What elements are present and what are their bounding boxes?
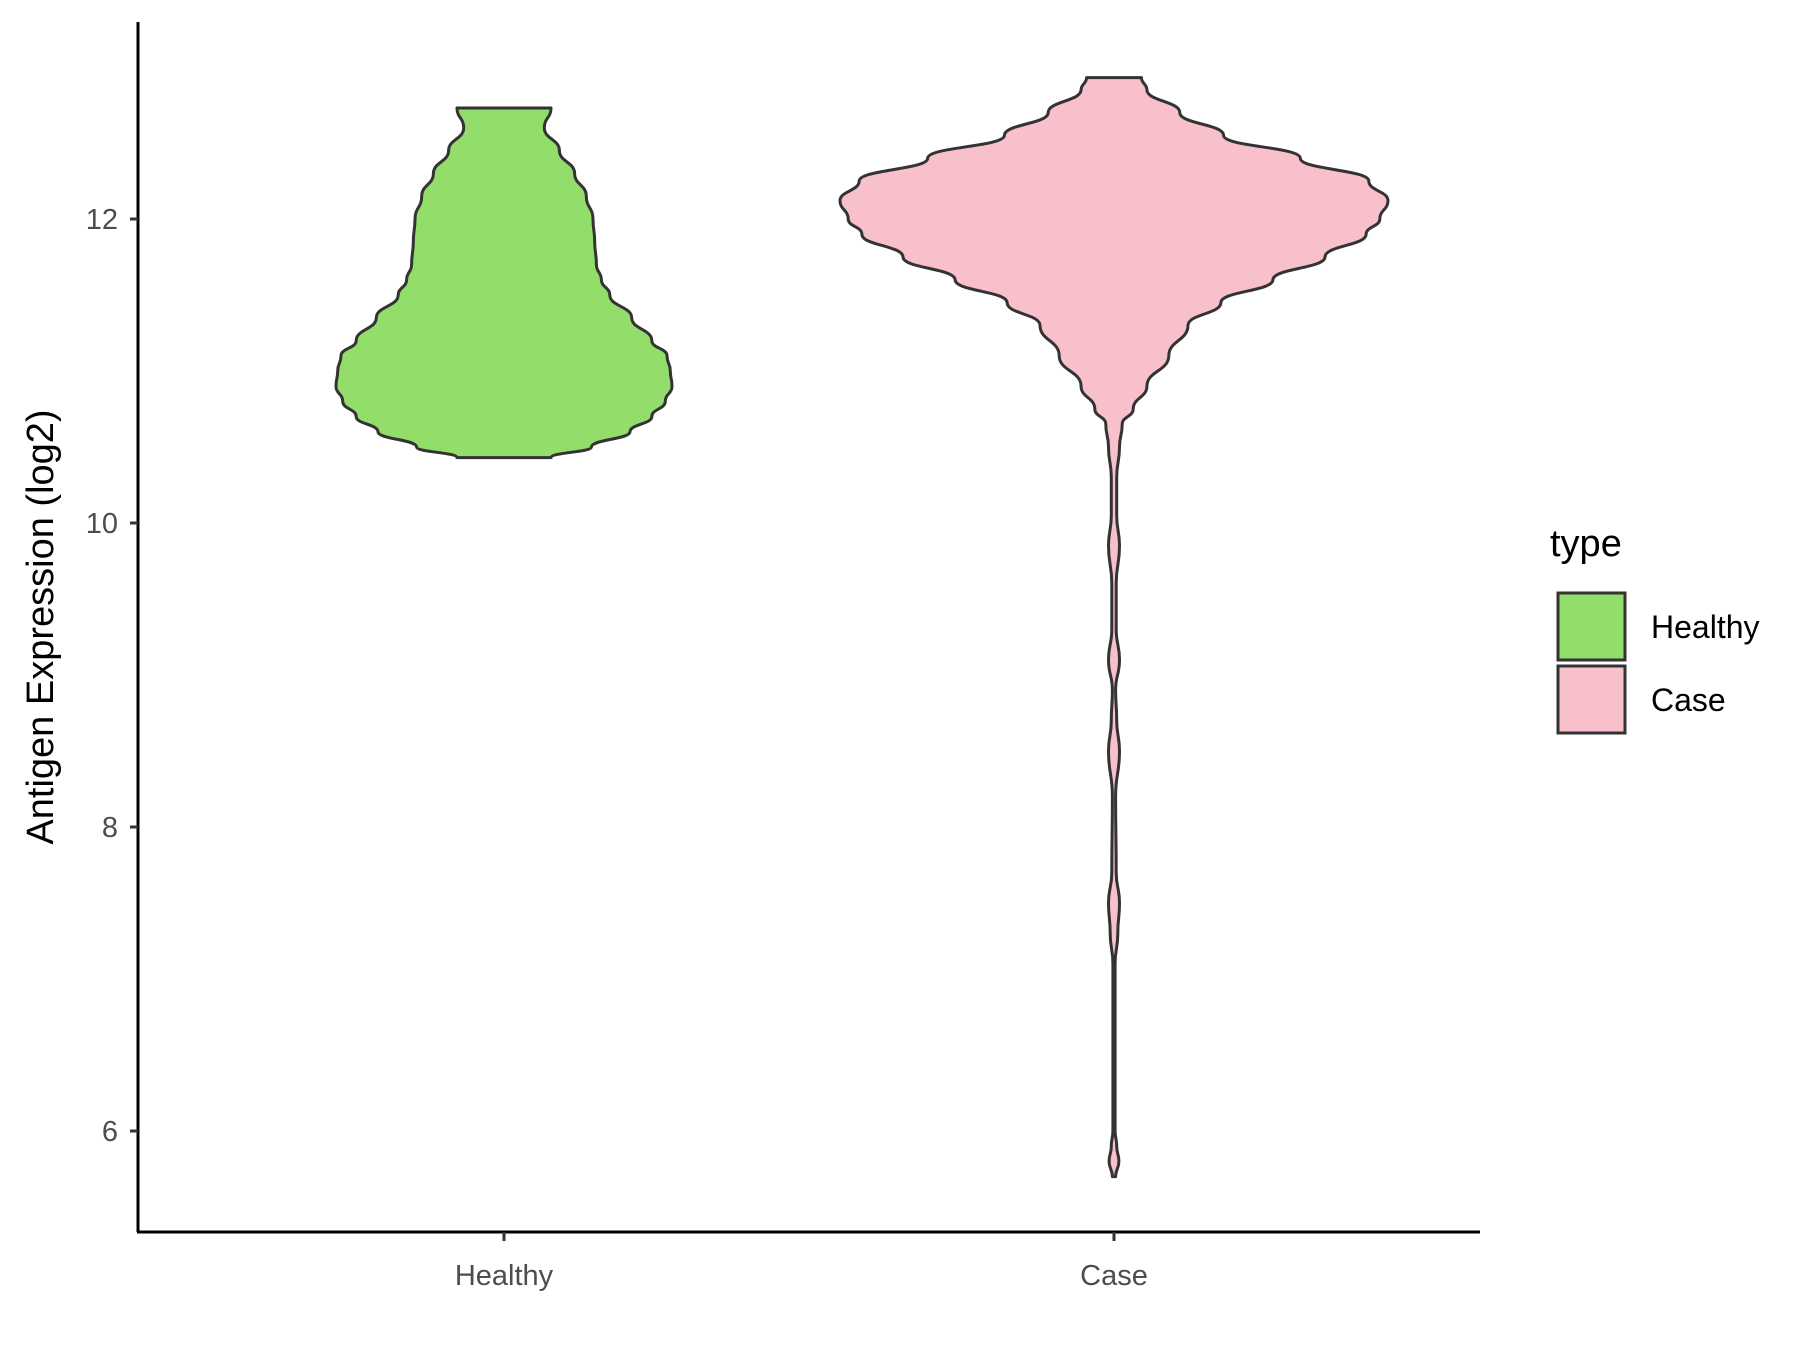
x-axis: Healthy Case — [137, 1230, 1480, 1292]
y-tick-label-12: 12 — [86, 204, 118, 236]
legend-label-case: Case — [1651, 682, 1726, 718]
legend-title: type — [1550, 523, 1622, 565]
plot-area — [334, 76, 1390, 1179]
violin-case — [838, 76, 1390, 1179]
legend-swatch-case — [1556, 664, 1627, 735]
legend-label-healthy: Healthy — [1651, 609, 1760, 645]
y-tick-label-6: 6 — [102, 1116, 118, 1148]
legend: type Healthy Case — [1550, 523, 1760, 735]
y-axis-title: Antigen Expression (log2) — [20, 409, 62, 844]
y-axis: 6 8 10 12 — [86, 22, 140, 1232]
y-tick-label-10: 10 — [86, 508, 118, 540]
violin-healthy — [334, 106, 674, 460]
y-tick-label-8: 8 — [102, 812, 118, 844]
x-tick-label-healthy: Healthy — [455, 1260, 554, 1292]
legend-swatch-healthy — [1556, 591, 1627, 662]
x-tick-label-case: Case — [1080, 1260, 1148, 1292]
